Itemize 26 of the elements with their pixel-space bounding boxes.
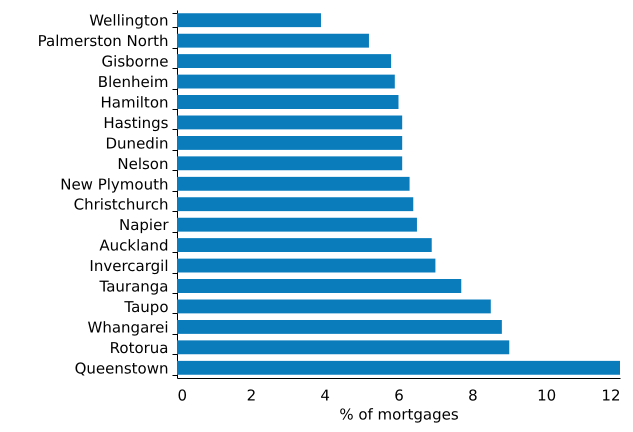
- x-tick-label: 12: [601, 386, 620, 404]
- y-tick-label: Christchurch: [74, 196, 168, 214]
- y-tick-label: Napier: [119, 216, 170, 234]
- x-tick-label: 10: [537, 386, 556, 404]
- y-tick-label: Auckland: [99, 236, 168, 255]
- x-tick-label: 6: [394, 386, 404, 404]
- y-tick-label: New Plymouth: [60, 175, 168, 194]
- y-tick-label: Gisborne: [102, 52, 168, 71]
- y-tick-label: Taupo: [123, 298, 168, 316]
- y-tick-label: Queenstown: [74, 359, 168, 378]
- y-tick-label: Nelson: [117, 154, 168, 173]
- x-tick-label: 8: [468, 386, 478, 404]
- y-tick-label: Whangarei: [88, 318, 168, 336]
- y-tick-label: Invercargil: [89, 257, 168, 276]
- y-tick-label: Palmerston North: [38, 32, 168, 50]
- y-tick-label: Blenheim: [98, 73, 168, 92]
- x-tick-label: 0: [178, 386, 188, 404]
- y-tick-label: Hastings: [103, 114, 169, 132]
- x-axis-title: % of mortgages: [339, 406, 459, 424]
- x-tick-label: 2: [246, 386, 256, 404]
- y-tick-label: Tauranga: [98, 278, 168, 296]
- y-tick-label: Hamilton: [100, 94, 168, 112]
- x-tick-label: 4: [320, 386, 330, 404]
- y-tick-label: Wellington: [89, 12, 168, 30]
- y-tick-label: Rotorua: [110, 338, 168, 357]
- y-tick-label: Dunedin: [106, 134, 168, 152]
